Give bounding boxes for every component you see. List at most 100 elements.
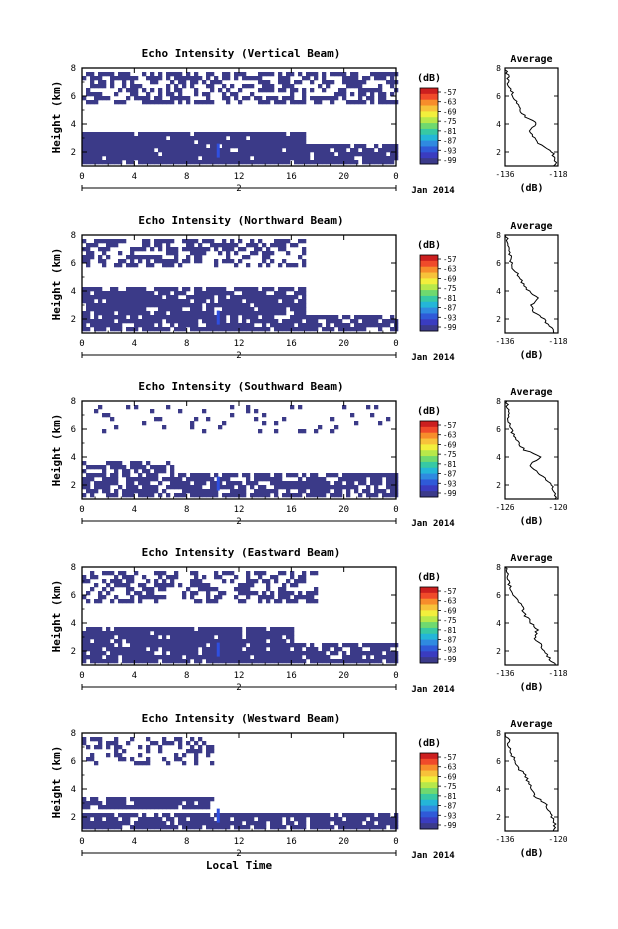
- echo-cell: [102, 84, 107, 89]
- echo-cell: [162, 659, 167, 664]
- echo-cell: [102, 413, 107, 418]
- echo-cell: [218, 575, 223, 580]
- echo-cell: [142, 148, 147, 153]
- echo-cell: [90, 493, 95, 498]
- echo-cell: [142, 319, 147, 324]
- echo-cell: [342, 813, 347, 818]
- echo-cell: [122, 651, 127, 656]
- echo-cell: [110, 477, 115, 482]
- echo-cell: [234, 152, 239, 157]
- echo-cell: [206, 745, 211, 750]
- echo-cell: [174, 88, 179, 93]
- echo-cell: [142, 303, 147, 308]
- echo-cell: [314, 659, 319, 664]
- echo-cell: [98, 473, 103, 478]
- echo-spike: [216, 476, 220, 491]
- echo-cell: [374, 319, 379, 324]
- echo-cell: [170, 469, 175, 474]
- echo-cell: [230, 323, 235, 328]
- echo-cell: [246, 651, 251, 656]
- echo-cell: [206, 152, 211, 157]
- echo-cell: [294, 311, 299, 316]
- echo-cell: [222, 493, 227, 498]
- echo-cell: [102, 587, 107, 592]
- echo-cell: [110, 481, 115, 486]
- echo-cell: [166, 72, 171, 77]
- echo-cell: [178, 327, 183, 332]
- echo-cell: [270, 144, 275, 149]
- colorbar-tick-label: -93: [443, 146, 457, 155]
- echo-cell: [86, 327, 91, 332]
- echo-cell: [130, 92, 135, 97]
- echo-cell: [142, 311, 147, 316]
- echo-cell: [246, 148, 251, 153]
- colorbar-swatch: [420, 627, 438, 635]
- echo-cell: [298, 319, 303, 324]
- echo-cell: [270, 96, 275, 101]
- echo-cell: [194, 76, 199, 81]
- echo-cell: [322, 489, 327, 494]
- echo-cell: [278, 825, 283, 830]
- echo-cell: [102, 319, 107, 324]
- echo-cell: [102, 477, 107, 482]
- echo-cell: [90, 753, 95, 758]
- echo-cell: [366, 489, 371, 494]
- day-label: 2: [236, 184, 241, 194]
- echo-cell: [382, 160, 387, 165]
- echo-cell: [126, 469, 131, 474]
- y-axis-label: Height (km): [50, 580, 63, 653]
- echo-cell: [370, 643, 375, 648]
- echo-cell: [102, 307, 107, 312]
- echo-cell: [98, 825, 103, 830]
- echo-cell: [358, 84, 363, 89]
- echo-cell: [222, 243, 227, 248]
- echo-cell: [86, 295, 91, 300]
- echo-cell: [182, 595, 187, 600]
- echo-cell: [106, 591, 111, 596]
- echo-cell: [190, 311, 195, 316]
- echo-cell: [174, 655, 179, 660]
- echo-cell: [326, 813, 331, 818]
- echo-cell: [106, 140, 111, 145]
- echo-cell: [222, 635, 227, 640]
- echo-cell: [126, 156, 131, 161]
- echo-cell: [86, 817, 91, 822]
- colorbar-swatch: [420, 633, 438, 641]
- echo-spike: [216, 310, 220, 325]
- echo-cell: [218, 595, 223, 600]
- echo-cell: [158, 801, 163, 806]
- echo-cell: [382, 493, 387, 498]
- echo-cell: [154, 817, 159, 822]
- echo-cell: [114, 473, 119, 478]
- echo-cell: [278, 243, 283, 248]
- echo-cell: [118, 299, 123, 304]
- echo-cell: [194, 635, 199, 640]
- echo-cell: [194, 825, 199, 830]
- echo-cell: [162, 465, 167, 470]
- echo-cell: [118, 160, 123, 165]
- x-tick-label: 8: [184, 671, 189, 681]
- x-tick-label: 8: [184, 339, 189, 349]
- echo-cell: [130, 485, 135, 490]
- echo-cell: [238, 144, 243, 149]
- echo-cell: [114, 327, 119, 332]
- echo-cell: [86, 160, 91, 165]
- echo-cell: [122, 144, 127, 149]
- panel-title: Echo Intensity (Southward Beam): [138, 380, 343, 393]
- day-label: 2: [236, 517, 241, 527]
- echo-cell: [146, 627, 151, 632]
- echo-cell: [90, 821, 95, 826]
- echo-cell: [202, 631, 207, 636]
- echo-cell: [146, 76, 151, 81]
- echo-cell: [190, 319, 195, 324]
- echo-cell: [110, 825, 115, 830]
- echo-cell: [82, 805, 87, 810]
- echo-cell: [190, 595, 195, 600]
- echo-cell: [86, 303, 91, 308]
- echo-cell: [114, 801, 119, 806]
- echo-cell: [382, 152, 387, 157]
- echo-cell: [94, 140, 99, 145]
- echo-cell: [130, 327, 135, 332]
- echo-cell: [378, 72, 383, 77]
- echo-cell: [370, 647, 375, 652]
